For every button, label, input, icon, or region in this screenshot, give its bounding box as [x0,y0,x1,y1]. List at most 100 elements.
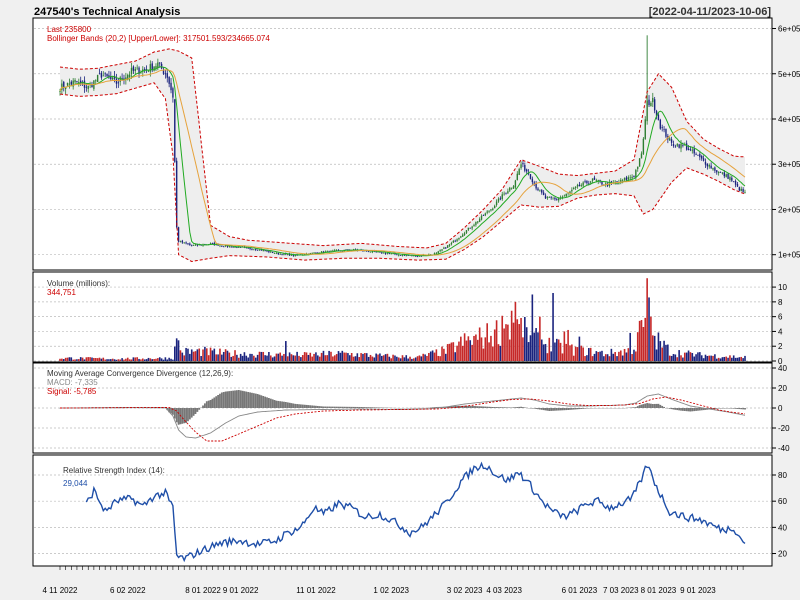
bollinger-legend: Bollinger Bands (20,2) [Upper/Lower]: 31… [47,34,270,43]
y-tick-label: 4e+05 [778,115,800,124]
macd-histogram-bar [281,401,283,408]
volume-bar [202,349,204,361]
volume-bar [168,357,170,361]
candle-body [275,252,278,254]
candle-body [478,219,481,222]
price-panel: 1e+05 2e+05 3e+05 4e+05 5e+05 6e+05 Last 2358… [32,17,800,271]
volume-bar [409,356,411,361]
macd-histogram-bar [192,408,195,416]
macd-histogram-bar [328,406,331,408]
candle-body [313,252,315,254]
candle-body [87,85,89,89]
macd-histogram-bar [503,407,506,408]
volume-bar [273,356,276,361]
volume-bar [313,353,315,361]
macd-histogram-bar [277,400,280,408]
volume-bar [420,356,423,361]
candle-body [595,180,598,182]
candle-body [130,67,133,74]
volume-bar [83,359,86,361]
volume-bar [631,354,633,361]
volume-bar [388,356,391,361]
volume-bar [657,332,660,361]
candle-body [593,177,596,180]
macd-histogram-bar [331,406,334,408]
volume-bar [364,352,366,361]
candle-body [396,254,398,256]
volume-bar [623,348,626,361]
macd-histogram-bar [531,408,534,409]
candle-body [91,84,93,88]
macd-histogram-bar [315,405,317,408]
candle-body [443,247,445,249]
candle-body [115,78,118,84]
volume-bar [401,355,404,361]
volume-bar [678,350,680,361]
volume-bar [279,352,281,361]
volume-bar [164,357,167,361]
volume-bar [394,355,396,361]
macd-histogram-bar [631,407,633,408]
candle-body [256,249,259,251]
candle-body [437,251,439,254]
candle-body [706,163,709,167]
volume-bar [493,329,496,361]
macd-histogram-bar [196,408,199,412]
volume-bar [501,315,504,361]
volume-bar [162,359,165,361]
macd-histogram-bar [685,408,688,412]
candle-body [557,198,560,201]
y-tick-label: 20 [778,384,787,393]
macd-histogram-bar [550,408,553,411]
volume-bar [552,293,554,361]
candle-body [738,187,741,191]
volume-bar [237,357,240,361]
macd-histogram-bar [237,390,240,408]
volume-bar [93,357,95,361]
candle-body [516,173,518,180]
macd-histogram-bar [245,391,248,408]
candle-body [638,158,641,167]
candle-body [589,181,592,183]
volume-bar [360,353,362,361]
macd-histogram-bar [243,391,246,408]
volume-bar [676,357,679,361]
candle-body [731,177,733,181]
volume-bar [375,353,377,361]
macd-histogram-bar [495,407,498,408]
candle-body [398,254,400,256]
volume-bar [59,358,61,361]
candle-body [143,68,146,70]
bollinger-upper-band [59,48,746,249]
candle-body [266,250,268,252]
candle-body [311,252,313,254]
volume-bar [426,355,428,361]
volume-bar [62,359,65,361]
y-tick-label: 60 [778,497,787,506]
candle-body [153,66,155,71]
candle-body [606,184,609,186]
macd-histogram-bar [365,407,368,408]
volume-bar [525,327,528,361]
date-range: [2022-04-11/2023-10-06] [649,6,772,18]
macd-histogram-bar [301,404,304,408]
volume-bar [166,359,169,361]
macd-histogram-bar [651,404,654,408]
volume-bar [507,324,509,361]
volume-bar [151,359,154,361]
volume-bar [179,350,182,361]
macd-histogram-bar [303,404,306,408]
volume-bar [311,356,313,361]
candle-body [170,82,172,91]
candle-body [678,144,680,148]
volume-bar [365,353,368,361]
candle-body [191,244,193,246]
y-tick-label: 0 [778,404,783,413]
volume-bar [527,342,530,361]
macd-histogram-bar [213,397,216,408]
macd-histogram-bar [659,404,662,408]
macd-histogram-bar [644,403,647,408]
candle-body [236,246,238,248]
candle-body [172,88,174,98]
candle-body [486,211,488,213]
